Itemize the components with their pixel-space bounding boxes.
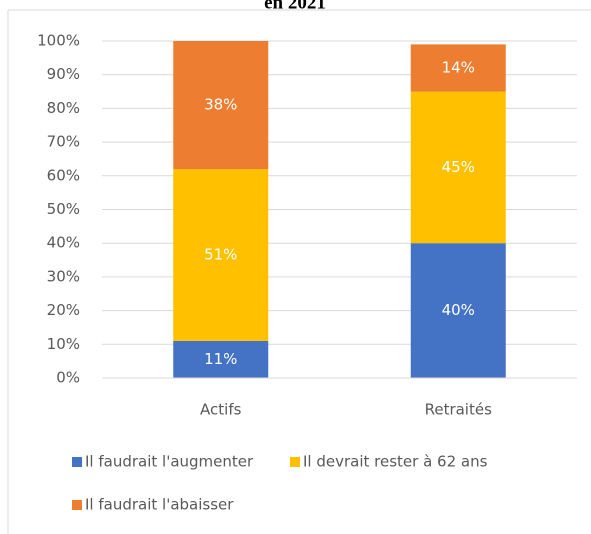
legend-label: Il faudrait l'abaisser xyxy=(85,496,234,514)
value-label: 51% xyxy=(204,245,237,263)
legend-swatch xyxy=(72,500,82,510)
y-tick-label: 80% xyxy=(47,99,80,117)
legend-swatch xyxy=(290,457,300,467)
y-tick-label: 0% xyxy=(56,369,80,387)
y-tick-label: 50% xyxy=(47,200,80,218)
value-label: 45% xyxy=(442,158,475,176)
bar-segment xyxy=(173,41,269,170)
x-tick-label: Retraités xyxy=(425,401,492,419)
y-tick-label: 70% xyxy=(47,133,80,151)
y-tick-label: 10% xyxy=(47,335,80,353)
y-tick-label: 90% xyxy=(47,65,80,83)
bar-segment xyxy=(410,44,506,92)
y-tick-label: 40% xyxy=(47,234,80,252)
x-tick-label: Actifs xyxy=(200,401,242,419)
y-tick-label: 30% xyxy=(47,267,80,285)
bar-segment xyxy=(410,243,506,378)
bar-segment xyxy=(173,169,269,341)
legend-label: Il faudrait l'augmenter xyxy=(85,453,254,471)
y-tick-label: 100% xyxy=(37,32,80,50)
value-label: 38% xyxy=(204,96,237,114)
chart-title: en 2021 xyxy=(264,0,326,13)
y-tick-label: 20% xyxy=(47,301,80,319)
value-label: 40% xyxy=(442,301,475,319)
value-label: 11% xyxy=(204,350,237,368)
legend-label: Il devrait rester à 62 ans xyxy=(303,453,488,471)
legend-swatch xyxy=(72,457,82,467)
value-label: 14% xyxy=(442,58,475,76)
bar-segment xyxy=(173,340,269,378)
y-tick-label: 60% xyxy=(47,166,80,184)
bar-segment xyxy=(410,91,506,244)
